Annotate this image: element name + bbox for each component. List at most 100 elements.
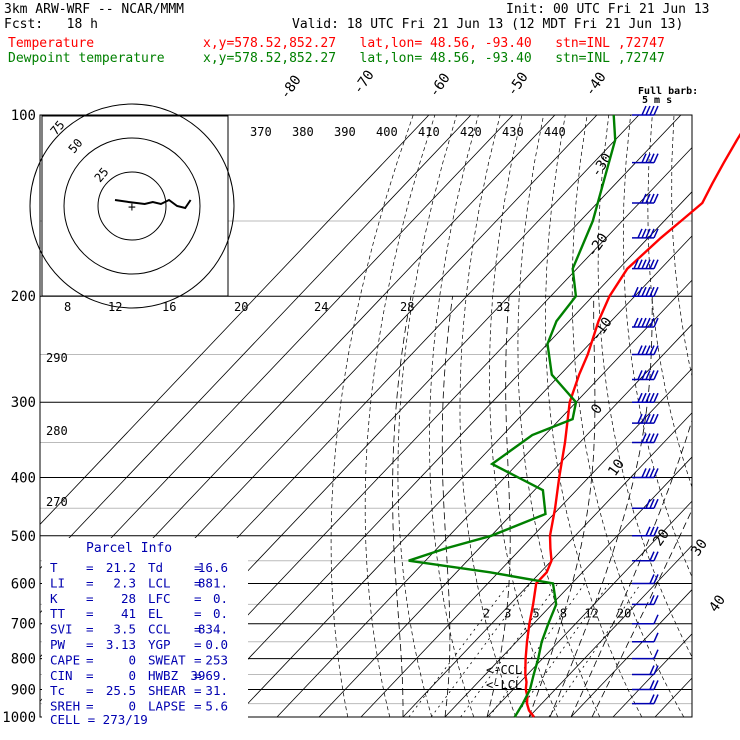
pressure-label: 400 [11, 470, 36, 486]
dry-adiabat [517, 115, 601, 717]
isotherm-label: -50 [504, 69, 532, 99]
isotherm [192, 191, 692, 717]
parcel-value-left: 41 [121, 606, 136, 621]
mixing-ratio-top-label: 8 [64, 300, 71, 314]
barb-flag [645, 345, 651, 355]
parcel-equals-right: = [194, 575, 202, 590]
wind-barb [632, 433, 659, 444]
init-time: Init: 00 UTC Fri 21 Jun 13 [506, 2, 710, 17]
barb-flag [633, 286, 639, 297]
parcel-value-right: 253 [205, 652, 228, 667]
isotherm-label: -80 [277, 72, 305, 102]
parcel-equals-right: = [194, 560, 202, 575]
barb-flag [653, 614, 659, 625]
mixing-ratio-top-label: 20 [234, 300, 248, 314]
barb-flag [649, 498, 655, 509]
parcel-label-left: CAPE [50, 652, 80, 667]
parcel-equals-right: = [194, 699, 202, 714]
wind-barb [632, 526, 659, 537]
mixing-ratio-label: 3 [504, 607, 511, 621]
parcel-label-left: CIN [50, 668, 73, 683]
parcel-equals-right: = [194, 622, 202, 637]
barb-flag [645, 153, 651, 163]
mixing-ratio-line [514, 583, 610, 717]
isotherm-label: -70 [350, 67, 378, 97]
dry-adiabat [622, 115, 692, 578]
barb-flag [653, 468, 659, 478]
parcel-value-left: 0 [128, 699, 136, 714]
side-theta-label: 270 [46, 495, 68, 509]
barb-flag [641, 105, 647, 116]
dry-adiabat [671, 115, 692, 379]
parcel-equals-right: = [194, 652, 202, 667]
isotherm [654, 677, 692, 717]
pressure-label: 200 [11, 289, 36, 305]
pressure-label: 600 [11, 576, 36, 592]
barb-flag [633, 259, 639, 269]
barb-flag [653, 595, 659, 605]
wind-barb [632, 498, 659, 509]
barb-flag [653, 551, 659, 562]
wind-barb [632, 649, 659, 660]
barb-flag [637, 413, 643, 424]
barb-flag [649, 153, 655, 163]
isotherm-label: 30 [688, 536, 711, 559]
parcel-label-right: LFC [148, 591, 171, 606]
parcel-equals-right: = [194, 683, 202, 698]
parcel-label-right: SWEAT [148, 652, 186, 667]
barb-flag [653, 392, 659, 403]
barb-flag [645, 193, 651, 204]
parcel-equals-left: = [86, 560, 94, 575]
barb-flag [653, 680, 659, 690]
barb-note: Full barb: [638, 86, 698, 97]
dry-adiabat [429, 115, 479, 717]
dry-adiabat [364, 115, 436, 717]
barb-flag [653, 665, 659, 675]
hodo-ring [29, 103, 235, 309]
dry-adiabat [459, 115, 517, 717]
parcel-equals-left: = [86, 699, 94, 714]
barb-flag [653, 286, 659, 297]
wind-barb [632, 468, 659, 479]
isotherm [276, 279, 692, 717]
barb-flag [649, 392, 655, 403]
hodo-ring [97, 171, 167, 241]
mixing-ratio-label: 12 [584, 607, 598, 621]
barb-flag [633, 317, 639, 328]
barb-flag [641, 370, 647, 380]
parcel-value-left: 21.2 [106, 560, 136, 575]
parcel-value-right: 881. [198, 575, 228, 590]
wind-barb [632, 413, 659, 424]
barb-flag [653, 574, 659, 584]
parcel-value-right: 31. [205, 683, 228, 698]
barb-flag [649, 193, 655, 204]
theta-label: 390 [334, 125, 356, 139]
barb-flag [653, 259, 659, 269]
mixing-ratio-line [408, 583, 510, 717]
wind-barb [632, 345, 659, 356]
wind-barb [632, 614, 659, 625]
barb-flag [645, 526, 651, 537]
isotherm-label: -60 [426, 70, 454, 100]
theta-label: 380 [292, 125, 314, 139]
moist-adiabat [528, 296, 596, 717]
wind-barb [632, 694, 659, 705]
barb-flag [649, 680, 655, 690]
dewpoint-location: x,y=578.52,852.27 lat,lon= 48.56, -93.40… [203, 51, 665, 66]
barb-flag [637, 228, 643, 239]
isotherm [318, 323, 692, 717]
isotherm-label: 10 [605, 456, 628, 479]
theta-label: 440 [544, 125, 566, 139]
parcel-value-left: 25.5 [106, 683, 136, 698]
wind-barb [632, 595, 659, 606]
mixing-ratio-top-label: 24 [314, 300, 328, 314]
parcel-label-right: HWBZ [148, 668, 179, 683]
hodo-storm-motion: + [128, 200, 136, 215]
parcel-equals-left: = [86, 637, 94, 652]
isotherm-label: -20 [584, 230, 612, 260]
isotherm [612, 633, 692, 717]
barb-flag [649, 433, 655, 443]
barb-flag [645, 286, 651, 297]
parcel-label-right: Td [148, 560, 163, 575]
